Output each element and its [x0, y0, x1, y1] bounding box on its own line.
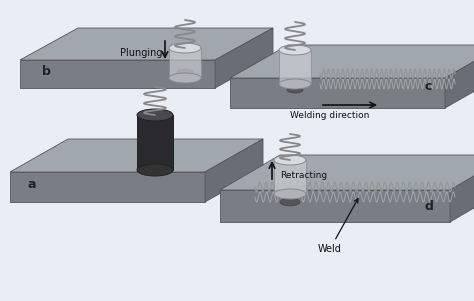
Ellipse shape [274, 155, 306, 165]
Ellipse shape [280, 198, 300, 206]
Ellipse shape [287, 87, 303, 93]
Ellipse shape [279, 79, 311, 89]
Ellipse shape [274, 189, 306, 199]
Polygon shape [220, 190, 450, 222]
Ellipse shape [169, 73, 201, 83]
Text: Welding direction: Welding direction [290, 111, 369, 120]
Polygon shape [230, 45, 474, 78]
Text: Retracting: Retracting [280, 171, 327, 180]
Polygon shape [20, 60, 215, 88]
Ellipse shape [137, 109, 173, 121]
Text: a: a [28, 178, 36, 191]
Ellipse shape [169, 43, 201, 53]
Polygon shape [230, 78, 445, 108]
Polygon shape [445, 45, 474, 108]
Ellipse shape [279, 45, 311, 55]
Polygon shape [137, 115, 173, 170]
Text: b: b [42, 65, 51, 78]
Ellipse shape [137, 164, 173, 176]
Polygon shape [215, 28, 273, 88]
Polygon shape [169, 48, 201, 78]
Text: c: c [425, 80, 432, 93]
Polygon shape [10, 172, 205, 202]
Polygon shape [20, 28, 273, 60]
Text: Weld: Weld [318, 199, 358, 254]
Text: Plunging: Plunging [120, 48, 163, 58]
Text: d: d [425, 200, 434, 213]
Polygon shape [279, 50, 311, 84]
Polygon shape [220, 155, 474, 190]
Polygon shape [10, 139, 263, 172]
Polygon shape [205, 139, 263, 202]
Polygon shape [450, 155, 474, 222]
Polygon shape [274, 160, 306, 194]
Ellipse shape [177, 69, 193, 75]
